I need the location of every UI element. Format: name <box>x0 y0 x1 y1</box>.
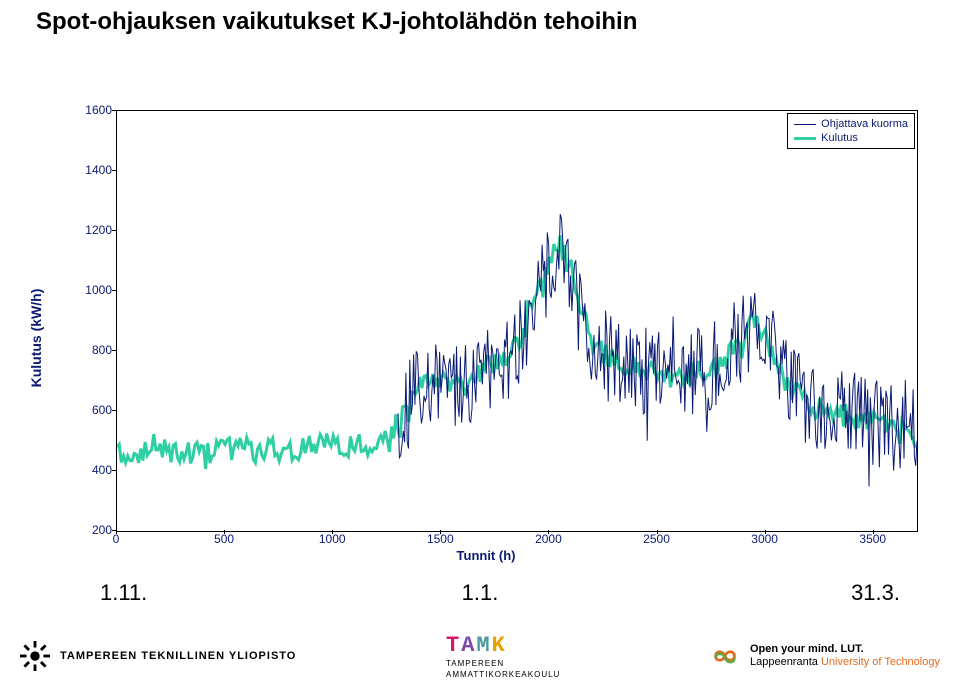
legend-label: Ohjattava kuorma <box>821 117 908 131</box>
ytick: 200 <box>62 523 112 537</box>
ytick: 1200 <box>62 223 112 237</box>
page: Spot-ohjauksen vaikutukset KJ-johtolähdö… <box>0 0 960 696</box>
tamk-letter: M <box>476 633 491 658</box>
legend-swatch <box>794 124 816 125</box>
tut-logo: TAMPEREEN TEKNILLINEN YLIOPISTO <box>20 641 296 671</box>
infinity-icon <box>710 641 740 671</box>
tut-text: TAMPEREEN TEKNILLINEN YLIOPISTO <box>60 650 296 662</box>
tamk-sub2: AMMATTIKORKEAKOULU <box>446 671 560 680</box>
date-left: 1.11. <box>100 580 147 606</box>
ytick: 1000 <box>62 283 112 297</box>
tamk-letter: K <box>492 633 507 658</box>
tamk-letter: A <box>461 633 476 658</box>
y-axis-label: Kulutus (kW/h) <box>28 288 44 387</box>
lut-line3b: University of Technology <box>821 656 940 668</box>
series-Ohjattava kuorma <box>398 214 917 486</box>
xtick: 0 <box>113 532 120 546</box>
tamk-letter: T <box>446 633 461 658</box>
xtick: 3500 <box>859 532 886 546</box>
xtick: 1500 <box>427 532 454 546</box>
series-Kulutus <box>117 235 917 469</box>
legend-item: Ohjattava kuorma <box>794 117 908 131</box>
xtick: 2500 <box>643 532 670 546</box>
footer: TAMPEREEN TEKNILLINEN YLIOPISTO TAMK TAM… <box>0 626 960 686</box>
xtick: 3000 <box>751 532 778 546</box>
ytick: 800 <box>62 343 112 357</box>
plot-box: Ohjattava kuormaKulutus <box>116 110 918 532</box>
legend: Ohjattava kuormaKulutus <box>787 113 915 149</box>
xtick: 500 <box>214 532 234 546</box>
legend-swatch <box>794 137 816 140</box>
ytick: 600 <box>62 403 112 417</box>
tamk-logo: TAMK TAMPEREEN AMMATTIKORKEAKOULU <box>446 633 560 680</box>
date-right: 31.3. <box>851 580 900 606</box>
lut-line1: Open your mind. <box>750 643 837 655</box>
xtick: 2000 <box>535 532 562 546</box>
date-center: 1.1. <box>462 580 499 606</box>
lut-logo: Open your mind. LUT. Lappeenranta Univer… <box>710 641 940 671</box>
x-axis-label: Tunnit (h) <box>457 548 516 563</box>
ytick: 1400 <box>62 163 112 177</box>
xtick: 1000 <box>319 532 346 546</box>
tamk-sub1: TAMPEREEN <box>446 660 504 669</box>
tamk-letters: TAMK <box>446 633 507 658</box>
legend-item: Kulutus <box>794 131 908 145</box>
lut-line3a: Lappeenranta <box>750 656 818 668</box>
page-title: Spot-ohjauksen vaikutukset KJ-johtolähdö… <box>36 8 637 36</box>
ytick: 1600 <box>62 103 112 117</box>
gear-icon <box>20 641 50 671</box>
chart: Kulutus (kW/h) Ohjattava kuormaKulutus T… <box>46 100 926 575</box>
ytick: 400 <box>62 463 112 477</box>
series-svg <box>117 111 917 531</box>
legend-label: Kulutus <box>821 131 858 145</box>
lut-text: Open your mind. LUT. Lappeenranta Univer… <box>750 643 940 669</box>
lut-line2: LUT. <box>840 643 863 655</box>
